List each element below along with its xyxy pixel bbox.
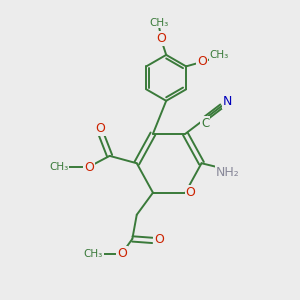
Text: NH₂: NH₂: [216, 166, 239, 178]
Text: O: O: [186, 186, 196, 199]
Text: O: O: [154, 233, 164, 246]
Text: O: O: [117, 247, 127, 260]
Text: N: N: [223, 95, 232, 108]
Text: CH₃: CH₃: [50, 162, 69, 172]
Text: CH₃: CH₃: [149, 17, 168, 28]
Text: O: O: [197, 56, 207, 68]
Text: C: C: [201, 117, 209, 130]
Text: O: O: [84, 160, 94, 174]
Text: CH₃: CH₃: [83, 249, 103, 259]
Text: CH₃: CH₃: [210, 50, 229, 61]
Text: O: O: [95, 122, 105, 135]
Text: O: O: [156, 32, 166, 45]
